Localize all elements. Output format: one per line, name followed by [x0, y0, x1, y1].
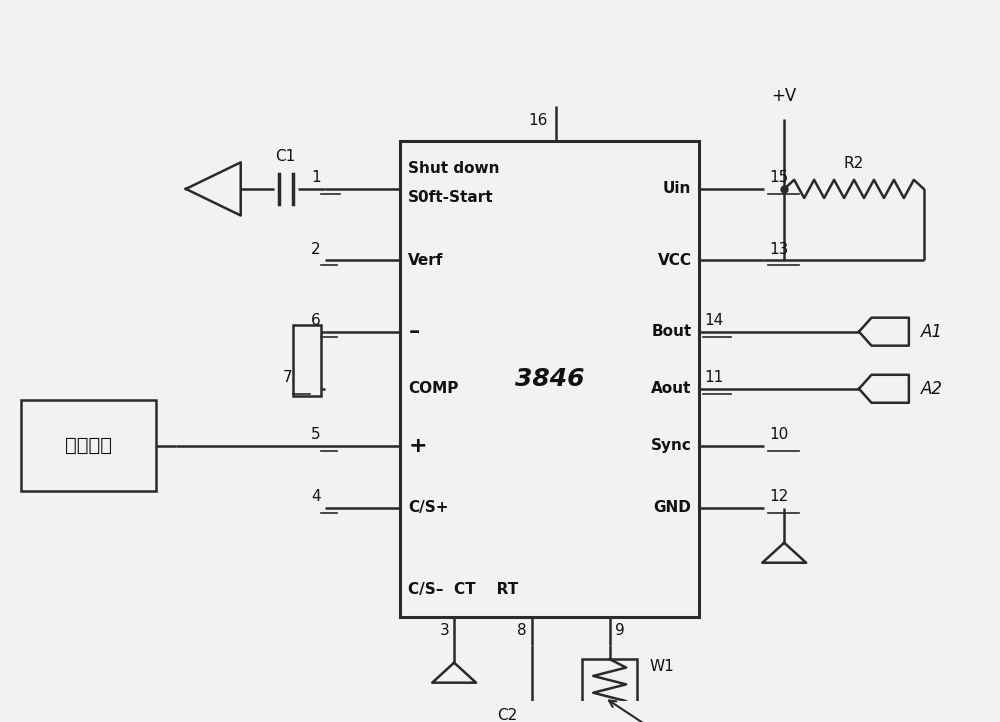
Bar [293, 325, 320, 396]
Text: 13: 13 [769, 242, 789, 257]
Text: +V: +V [772, 87, 797, 105]
Text: Shut down: Shut down [408, 161, 500, 176]
Text: 11: 11 [704, 370, 724, 386]
Text: –: – [408, 322, 420, 342]
Bar [400, 142, 699, 617]
Text: 6: 6 [311, 313, 320, 329]
Text: 12: 12 [769, 490, 788, 504]
Text: Aout: Aout [651, 381, 691, 396]
Text: A1: A1 [921, 323, 943, 341]
Text: 4: 4 [311, 490, 320, 504]
Text: Verf: Verf [408, 253, 444, 268]
Text: VCC: VCC [657, 253, 691, 268]
Text: GND: GND [654, 500, 691, 516]
Text: C/S–  CT    RT: C/S– CT RT [408, 582, 519, 596]
Text: 3846: 3846 [515, 367, 585, 391]
Text: A2: A2 [921, 380, 943, 398]
Text: S0ft-Start: S0ft-Start [408, 191, 494, 205]
Text: Uin: Uin [663, 181, 691, 196]
Text: 3: 3 [439, 623, 449, 638]
Text: Bout: Bout [651, 324, 691, 339]
Text: 5: 5 [311, 427, 320, 443]
Text: 7: 7 [283, 370, 293, 386]
Text: 9: 9 [615, 623, 624, 638]
Text: COMP: COMP [408, 381, 459, 396]
Text: 10: 10 [769, 427, 788, 443]
Bar [21, 401, 156, 492]
Text: 给定电路: 给定电路 [65, 436, 112, 456]
Text: 1: 1 [311, 170, 320, 186]
Text: 16: 16 [528, 113, 548, 128]
Bar [582, 659, 637, 722]
Text: C2: C2 [497, 708, 517, 722]
Text: C1: C1 [275, 149, 296, 165]
Text: W1: W1 [649, 658, 674, 674]
Text: +: + [408, 436, 427, 456]
Text: C/S+: C/S+ [408, 500, 449, 516]
Text: 14: 14 [704, 313, 724, 329]
Text: 2: 2 [311, 242, 320, 257]
Text: 8: 8 [517, 623, 527, 638]
Text: 15: 15 [769, 170, 788, 186]
Text: Sync: Sync [651, 438, 691, 453]
Text: R2: R2 [844, 157, 864, 171]
